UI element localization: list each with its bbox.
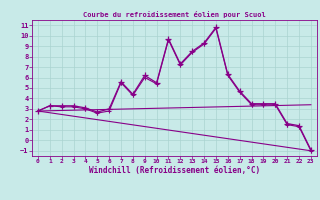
X-axis label: Windchill (Refroidissement éolien,°C): Windchill (Refroidissement éolien,°C) <box>89 166 260 175</box>
Title: Courbe du refroidissement éolien pour Scuol: Courbe du refroidissement éolien pour Sc… <box>83 11 266 18</box>
